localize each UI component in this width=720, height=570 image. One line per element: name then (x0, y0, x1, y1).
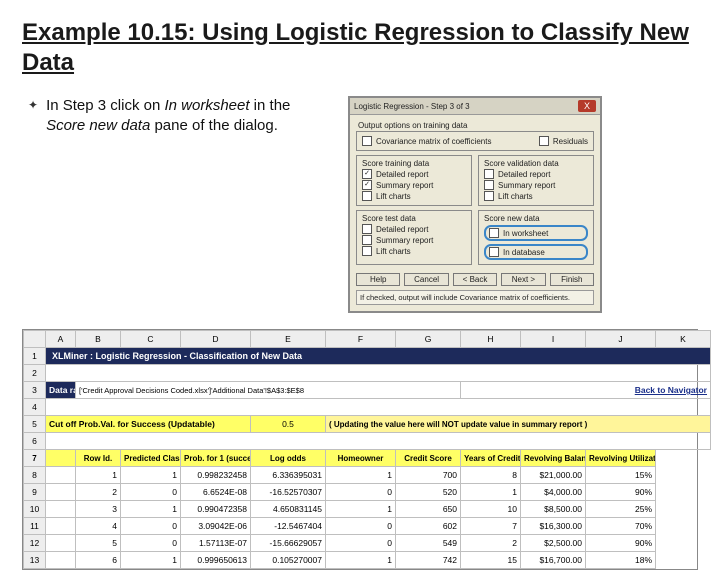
data-range-value: ['Credit Approval Decisions Coded.xlsx']… (76, 382, 461, 399)
pane-score-validation: Score validation data Detailed report Su… (478, 155, 594, 206)
dialog-buttons: Help Cancel < Back Next > Finish (356, 273, 594, 286)
content-row: ✦ In Step 3 click on In worksheet in the… (22, 96, 698, 313)
pane-score-new: Score new data In worksheet In database (478, 210, 594, 265)
chk-train-lift[interactable]: Lift charts (362, 191, 466, 201)
section-output-options: Output options on training data (358, 121, 594, 130)
pane-score-training: Score training data Detailed report Summ… (356, 155, 472, 206)
chk-valid-lift[interactable]: Lift charts (484, 191, 588, 201)
chk-in-database[interactable]: In database (484, 244, 588, 260)
dialog-hint: If checked, output will include Covarian… (356, 290, 594, 305)
chk-test-lift[interactable]: Lift charts (362, 246, 466, 256)
cutoff-note: ( Updating the value here will NOT updat… (326, 416, 711, 433)
bullet-block: ✦ In Step 3 click on In worksheet in the… (22, 96, 328, 137)
finish-button[interactable]: Finish (550, 273, 594, 286)
chk-in-worksheet[interactable]: In worksheet (484, 225, 588, 241)
chk-train-summary[interactable]: Summary report (362, 180, 466, 190)
cancel-button[interactable]: Cancel (404, 273, 448, 286)
chk-test-summary[interactable]: Summary report (362, 235, 466, 245)
sheet-banner: XLMiner : Logistic Regression - Classifi… (46, 348, 711, 365)
slide-title: Example 10.15: Using Logistic Regression… (22, 18, 698, 78)
close-icon[interactable]: X (578, 100, 596, 112)
help-button[interactable]: Help (356, 273, 400, 286)
bullet-text: In Step 3 click on In worksheet in the S… (46, 96, 328, 137)
chk-covariance[interactable]: Covariance matrix of coefficients (362, 136, 491, 146)
pane-score-test: Score test data Detailed report Summary … (356, 210, 472, 265)
chk-train-detailed[interactable]: Detailed report (362, 169, 466, 179)
back-button[interactable]: < Back (453, 273, 497, 286)
col-header-row: AB CDE FGH IJK (24, 331, 711, 348)
dialog-titlebar: Logistic Regression - Step 3 of 3 X (350, 98, 600, 115)
table-headers: 7 Row Id.Predicted Class Prob. for 1 (su… (24, 450, 711, 467)
table-row: 9206.6524E-08-16.5257030705201$4,000.009… (24, 484, 711, 501)
table-row: 8110.9982324586.33639503117008$21,000.00… (24, 467, 711, 484)
chk-valid-summary[interactable]: Summary report (484, 180, 588, 190)
chk-residuals[interactable]: Residuals (539, 136, 588, 146)
next-button[interactable]: Next > (501, 273, 545, 286)
chk-test-detailed[interactable]: Detailed report (362, 224, 466, 234)
back-to-navigator-link[interactable]: Back to Navigator (461, 382, 711, 399)
cutoff-value[interactable]: 0.5 (251, 416, 326, 433)
dialog-title: Logistic Regression - Step 3 of 3 (354, 102, 470, 111)
dialog-step3: Logistic Regression - Step 3 of 3 X Outp… (348, 96, 602, 313)
spreadsheet: AB CDE FGH IJK 1XLMiner : Logistic Regre… (22, 329, 698, 570)
chk-valid-detailed[interactable]: Detailed report (484, 169, 588, 179)
table-row: 13610.9996506130.105270007174215$16,700.… (24, 552, 711, 569)
cutoff-label: Cut off Prob.Val. for Success (Updatable… (46, 416, 251, 433)
table-row: 12501.57113E-07-15.6662905705492$2,500.0… (24, 535, 711, 552)
bullet-icon: ✦ (28, 98, 38, 137)
table-row: 10310.9904723584.650831145165010$8,500.0… (24, 501, 711, 518)
data-range-label: Data range (46, 382, 76, 399)
table-row: 11403.09042E-06-12.546740406027$16,300.0… (24, 518, 711, 535)
